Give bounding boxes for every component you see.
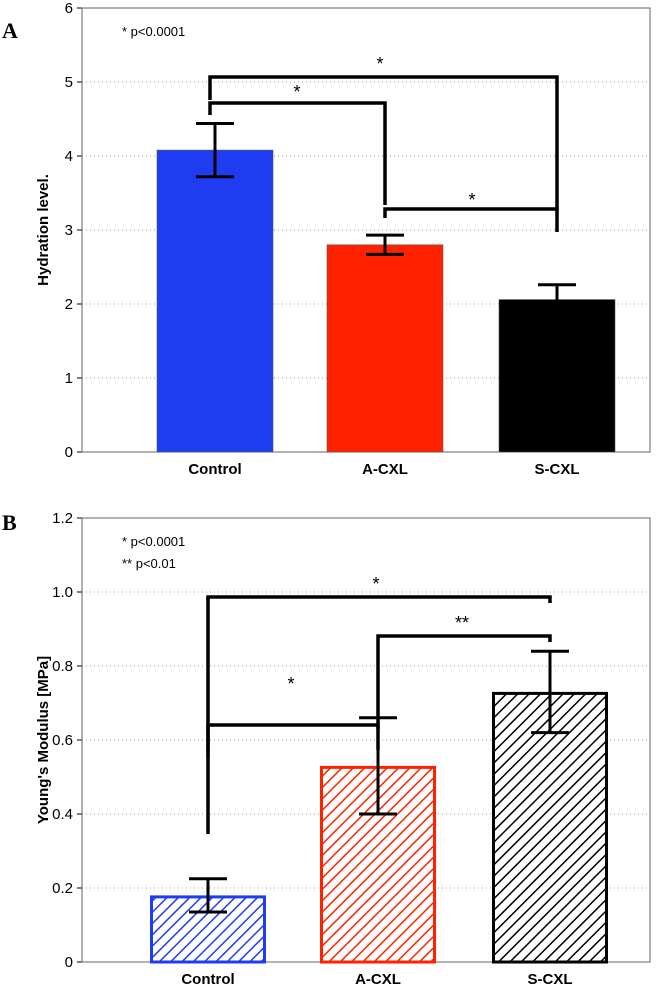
panel-b-bar-s-cxl [492,691,608,964]
panel-b-panel-label: B [2,510,17,535]
panel-b-y-tick-label: 0 [65,954,73,971]
panel-a-category-label: A-CXL [362,461,408,478]
panel-b-y-tick-label: 0.6 [52,732,73,749]
panel-b-significance-bracket [376,634,552,750]
panel-a-significance-bracket [383,207,559,232]
panel-a-y-tick-label: 3 [65,222,73,239]
panel-a-y-tick-label: 5 [65,74,73,91]
panel-a-y-tick-label: 1 [65,370,73,387]
panel-a-y-tick-label: 2 [65,296,73,313]
panel-a-bar-control [156,149,274,453]
panel-b-y-tick-label: 0.4 [52,806,73,823]
panel-a-y-tick-label: 6 [65,0,73,17]
panel-b-category-label: A-CXL [355,971,401,986]
panel-a-panel-label: A [2,18,18,43]
panel-a-bar-s-cxl [498,299,616,453]
panel-b-y-tick-label: 0.2 [52,880,73,897]
panel-b-significance-star: * [372,574,379,594]
panel-b-significance-note: ** p<0.01 [122,556,176,571]
panel-b-significance-bracket [206,595,552,603]
panel-b-category-label: Control [181,971,234,986]
panel-a-bar-a-cxl [326,244,444,453]
panel-b-y-tick-label: 0.8 [52,658,73,675]
panel-a-significance-star: * [293,82,300,102]
panel-a-significance-note: * p<0.0001 [122,24,185,39]
panel-a-category-label: Control [188,461,241,478]
panel-b-category-label: S-CXL [528,971,573,986]
panel-b-significance-note: * p<0.0001 [122,534,185,549]
panel-a-significance-star: * [468,190,475,210]
panel-a-significance-bracket [208,75,559,210]
panel-b-significance-star: * [287,674,294,694]
panel-b-y-tick-label: 1.2 [52,510,73,527]
panel-a-y-tick-label: 4 [65,148,73,165]
panel-b-y-axis-label: Young's Modulus [MPa] [35,656,52,824]
panel-a-category-label: S-CXL [535,461,580,478]
panel-b-y-tick-label: 1.0 [52,584,73,601]
panel-a-y-axis-label: Hydration level. [35,174,52,286]
panel-b-significance-star: ** [455,613,469,633]
panel-a-y-tick-label: 0 [65,444,73,461]
panel-a-significance-star: * [376,54,383,74]
panel-a-significance-bracket [208,101,387,205]
